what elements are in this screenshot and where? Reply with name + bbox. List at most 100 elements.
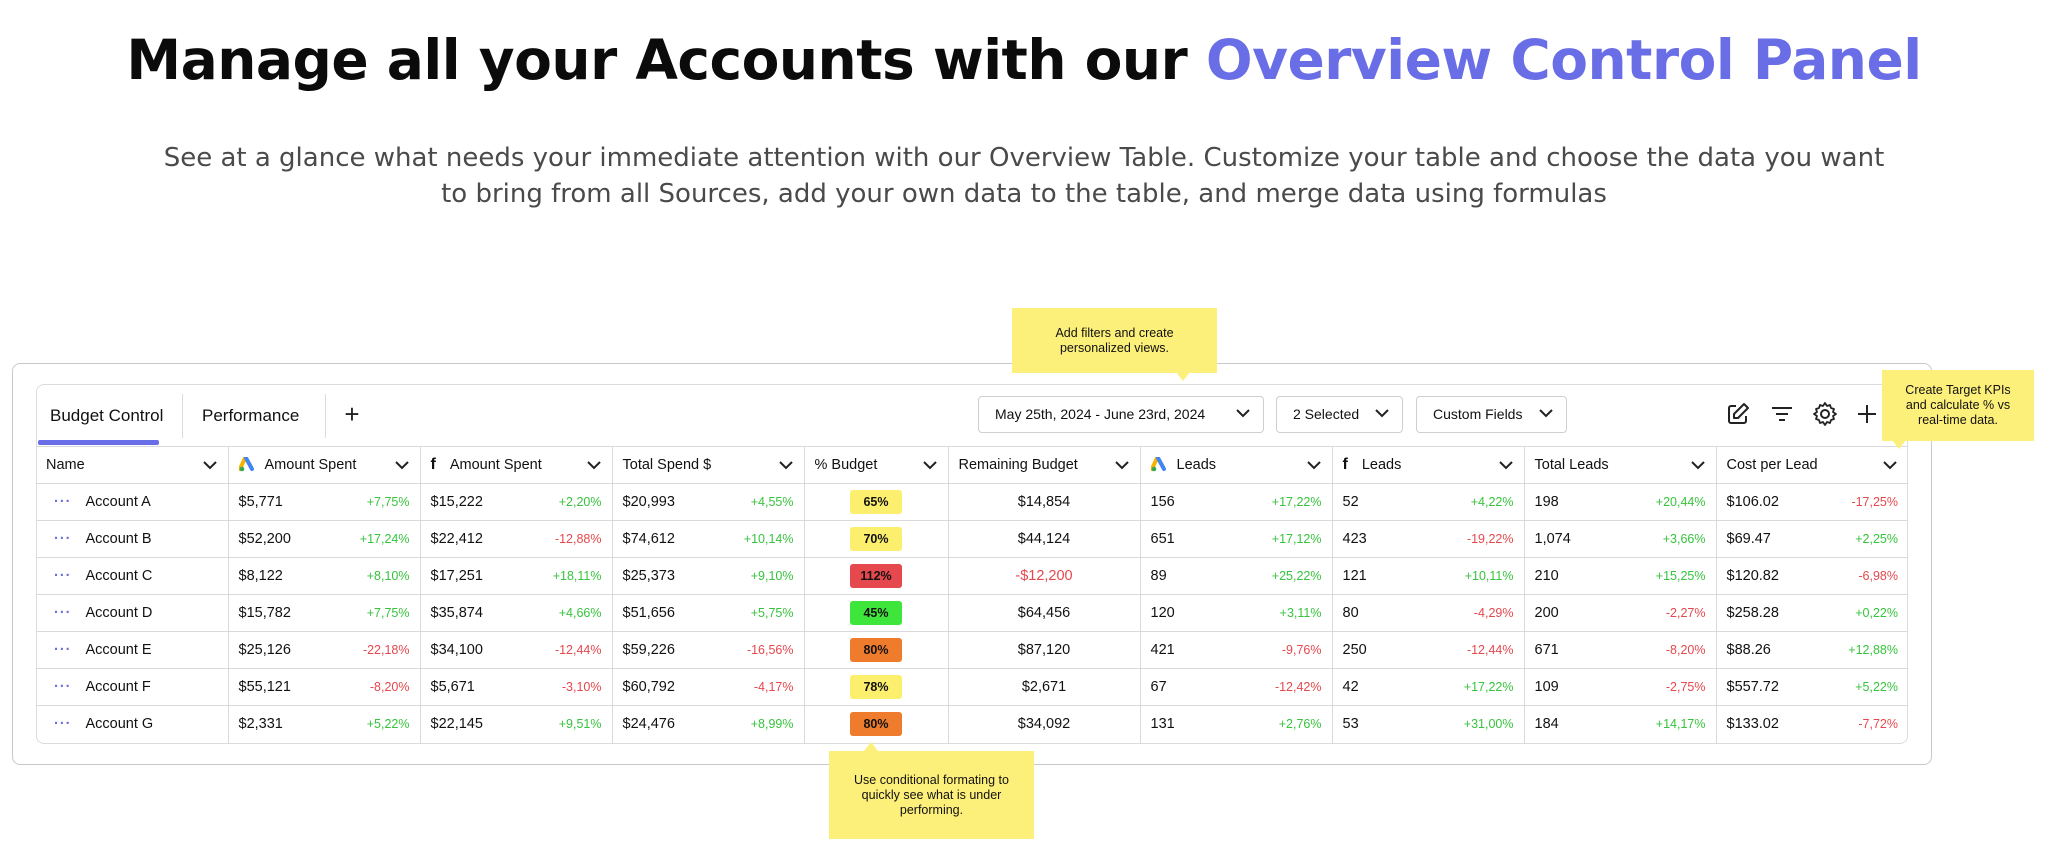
- more-options-icon[interactable]: ···: [54, 531, 72, 547]
- selection-dropdown[interactable]: 2 Selected: [1276, 396, 1403, 433]
- cost-per-lead-cell[interactable]: $258.28 +0,22%: [1715, 594, 1908, 632]
- more-options-icon[interactable]: ···: [54, 679, 72, 695]
- chevron-down-icon[interactable]: [1882, 457, 1898, 473]
- remaining-budget-cell[interactable]: $2,671: [947, 668, 1141, 706]
- total-leads-cell[interactable]: 671 -8,20%: [1523, 631, 1717, 669]
- cost-per-lead-cell[interactable]: $69.47 +2,25%: [1715, 520, 1908, 558]
- chevron-down-icon[interactable]: [586, 457, 602, 473]
- total-spend-cell[interactable]: $74,612 +10,14%: [611, 520, 805, 558]
- remaining-budget-cell[interactable]: $64,456: [947, 594, 1141, 632]
- chevron-down-icon[interactable]: [1114, 457, 1130, 473]
- gear-icon[interactable]: [1811, 400, 1839, 428]
- google-amount-spent-cell[interactable]: $5,771 +7,75%: [227, 483, 421, 521]
- budget-percent-cell[interactable]: 80%: [803, 705, 949, 743]
- facebook-leads-cell[interactable]: 42 +17,22%: [1331, 668, 1525, 706]
- total-leads-cell[interactable]: 200 -2,27%: [1523, 594, 1717, 632]
- table-row[interactable]: ··· Account D $15,782 +7,75% $35,874 +4,66% $5…: [36, 594, 1908, 632]
- google-amount-spent-cell[interactable]: $8,122 +8,10%: [227, 557, 421, 595]
- budget-percent-cell[interactable]: 78%: [803, 668, 949, 706]
- facebook-amount-spent-cell[interactable]: $35,874 +4,66%: [419, 594, 613, 632]
- table-row[interactable]: ··· Account E $25,126 -22,18% $34,100 -12,44%…: [36, 631, 1908, 669]
- tab-performance[interactable]: Performance: [202, 406, 300, 425]
- facebook-leads-cell[interactable]: 423 -19,22%: [1331, 520, 1525, 558]
- table-row[interactable]: ··· Account G $2,331 +5,22% $22,145 +9,51% $24…: [36, 705, 1908, 743]
- chevron-down-icon[interactable]: [778, 457, 794, 473]
- google-leads-cell[interactable]: 120 +3,11%: [1139, 594, 1333, 632]
- column-header-google-amount-spent[interactable]: Amount Spent: [227, 446, 421, 484]
- column-header-remaining-budget[interactable]: Remaining Budget: [947, 446, 1141, 484]
- google-leads-cell[interactable]: 421 -9,76%: [1139, 631, 1333, 669]
- add-icon[interactable]: [1853, 400, 1881, 428]
- filter-icon[interactable]: [1768, 400, 1796, 428]
- facebook-leads-cell[interactable]: 53 +31,00%: [1331, 705, 1525, 743]
- column-header-budget-percent[interactable]: % Budget: [803, 446, 949, 484]
- account-name-cell[interactable]: ··· Account B: [36, 520, 229, 558]
- cost-per-lead-cell[interactable]: $106.02 -17,25%: [1715, 483, 1908, 521]
- total-spend-cell[interactable]: $59,226 -16,56%: [611, 631, 805, 669]
- google-amount-spent-cell[interactable]: $2,331 +5,22%: [227, 705, 421, 743]
- facebook-leads-cell[interactable]: 80 -4,29%: [1331, 594, 1525, 632]
- column-header-total-leads[interactable]: Total Leads: [1523, 446, 1717, 484]
- remaining-budget-cell[interactable]: $14,854: [947, 483, 1141, 521]
- budget-percent-cell[interactable]: 70%: [803, 520, 949, 558]
- google-leads-cell[interactable]: 156 +17,22%: [1139, 483, 1333, 521]
- total-spend-cell[interactable]: $24,476 +8,99%: [611, 705, 805, 743]
- add-tab-icon[interactable]: +: [344, 399, 360, 429]
- chevron-down-icon[interactable]: [1690, 457, 1706, 473]
- total-spend-cell[interactable]: $60,792 -4,17%: [611, 668, 805, 706]
- facebook-leads-cell[interactable]: 250 -12,44%: [1331, 631, 1525, 669]
- table-row[interactable]: ··· Account C $8,122 +8,10% $17,251 +18,11% $2…: [36, 557, 1908, 595]
- total-spend-cell[interactable]: $51,656 +5,75%: [611, 594, 805, 632]
- chevron-down-icon[interactable]: [922, 457, 938, 473]
- google-amount-spent-cell[interactable]: $25,126 -22,18%: [227, 631, 421, 669]
- table-row[interactable]: ··· Account B $52,200 +17,24% $22,412 -12,88%…: [36, 520, 1908, 558]
- account-name-cell[interactable]: ··· Account F: [36, 668, 229, 706]
- facebook-amount-spent-cell[interactable]: $34,100 -12,44%: [419, 631, 613, 669]
- google-leads-cell[interactable]: 89 +25,22%: [1139, 557, 1333, 595]
- google-leads-cell[interactable]: 131 +2,76%: [1139, 705, 1333, 743]
- custom-fields-dropdown[interactable]: Custom Fields: [1416, 396, 1567, 433]
- account-name-cell[interactable]: ··· Account G: [36, 705, 229, 743]
- chevron-down-icon[interactable]: [202, 457, 218, 473]
- table-row[interactable]: ··· Account F $55,121 -8,20% $5,671 -3,10% $60…: [36, 668, 1908, 706]
- total-leads-cell[interactable]: 198 +20,44%: [1523, 483, 1717, 521]
- account-name-cell[interactable]: ··· Account A: [36, 483, 229, 521]
- facebook-amount-spent-cell[interactable]: $17,251 +18,11%: [419, 557, 613, 595]
- cost-per-lead-cell[interactable]: $120.82 -6,98%: [1715, 557, 1908, 595]
- chevron-down-icon[interactable]: [1498, 457, 1514, 473]
- total-spend-cell[interactable]: $20,993 +4,55%: [611, 483, 805, 521]
- chevron-down-icon[interactable]: [394, 457, 410, 473]
- total-leads-cell[interactable]: 184 +14,17%: [1523, 705, 1717, 743]
- cost-per-lead-cell[interactable]: $557.72 +5,22%: [1715, 668, 1908, 706]
- budget-percent-cell[interactable]: 80%: [803, 631, 949, 669]
- chevron-down-icon[interactable]: [1306, 457, 1322, 473]
- facebook-leads-cell[interactable]: 52 +4,22%: [1331, 483, 1525, 521]
- facebook-amount-spent-cell[interactable]: $22,412 -12,88%: [419, 520, 613, 558]
- column-header-cost-per-lead[interactable]: Cost per Lead: [1715, 446, 1908, 484]
- more-options-icon[interactable]: ···: [54, 642, 72, 658]
- table-row[interactable]: ··· Account A $5,771 +7,75% $15,222 +2,20% $20…: [36, 483, 1908, 521]
- google-amount-spent-cell[interactable]: $52,200 +17,24%: [227, 520, 421, 558]
- facebook-leads-cell[interactable]: 121 +10,11%: [1331, 557, 1525, 595]
- google-leads-cell[interactable]: 67 -12,42%: [1139, 668, 1333, 706]
- cost-per-lead-cell[interactable]: $88.26 +12,88%: [1715, 631, 1908, 669]
- budget-percent-cell[interactable]: 112%: [803, 557, 949, 595]
- total-leads-cell[interactable]: 210 +15,25%: [1523, 557, 1717, 595]
- remaining-budget-cell[interactable]: $34,092: [947, 705, 1141, 743]
- column-header-facebook-amount-spent[interactable]: f Amount Spent: [419, 446, 613, 484]
- google-leads-cell[interactable]: 651 +17,12%: [1139, 520, 1333, 558]
- remaining-budget-cell[interactable]: -$12,200: [947, 557, 1141, 595]
- remaining-budget-cell[interactable]: $44,124: [947, 520, 1141, 558]
- total-leads-cell[interactable]: 1,074 +3,66%: [1523, 520, 1717, 558]
- facebook-amount-spent-cell[interactable]: $15,222 +2,20%: [419, 483, 613, 521]
- facebook-amount-spent-cell[interactable]: $22,145 +9,51%: [419, 705, 613, 743]
- more-options-icon[interactable]: ···: [54, 716, 72, 733]
- account-name-cell[interactable]: ··· Account E: [36, 631, 229, 669]
- column-header-name[interactable]: Name: [36, 446, 229, 484]
- remaining-budget-cell[interactable]: $87,120: [947, 631, 1141, 669]
- column-header-google-leads[interactable]: Leads: [1139, 446, 1333, 484]
- more-options-icon[interactable]: ···: [54, 605, 72, 621]
- google-amount-spent-cell[interactable]: $15,782 +7,75%: [227, 594, 421, 632]
- account-name-cell[interactable]: ··· Account D: [36, 594, 229, 632]
- cost-per-lead-cell[interactable]: $133.02 -7,72%: [1715, 705, 1908, 743]
